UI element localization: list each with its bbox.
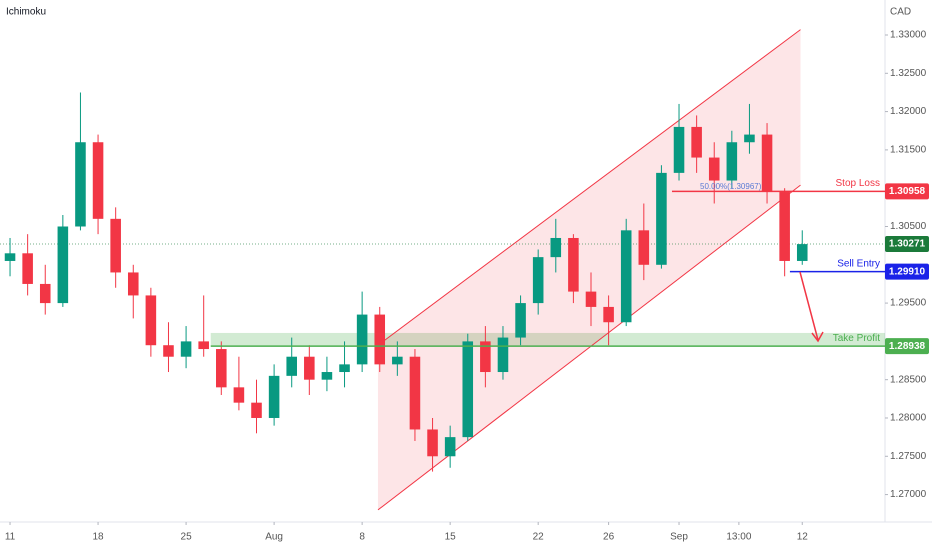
candle-body <box>286 356 297 376</box>
level-tag <box>885 338 929 355</box>
y-tick-label: 1.31500 <box>890 145 927 156</box>
candle-body <box>22 253 33 284</box>
candle-body <box>233 387 245 403</box>
level-name: Take Profit <box>833 333 880 344</box>
candle-body <box>796 244 808 261</box>
candle-body <box>620 230 632 323</box>
candle-body <box>726 142 738 181</box>
candle-body <box>462 341 474 438</box>
candle-body <box>480 341 491 373</box>
indicator-title: Ichimoku <box>6 7 46 18</box>
candle-body <box>779 192 790 261</box>
candle-body <box>585 291 597 307</box>
candle-body <box>744 134 755 143</box>
x-tick-label: 15 <box>445 532 457 543</box>
candle-body <box>216 349 227 388</box>
y-tick-label: 1.28000 <box>890 413 927 424</box>
y-tick-label: 1.27500 <box>890 451 927 462</box>
candle-body <box>39 283 51 304</box>
candle-body <box>656 172 667 265</box>
x-tick-label: 13:00 <box>726 532 751 543</box>
candle-body <box>427 429 438 457</box>
candle-body <box>392 356 403 365</box>
candle-body <box>198 341 209 350</box>
current-price-tag <box>885 236 929 253</box>
candle-body <box>409 356 421 430</box>
candle-body <box>515 303 526 338</box>
level-tag-label: 1.29910 <box>889 266 926 277</box>
candle-body <box>761 134 773 193</box>
candle-body <box>356 314 368 365</box>
y-tick-label: 1.28500 <box>890 374 927 385</box>
level-tag-label: 1.30958 <box>889 186 926 197</box>
candle-body <box>110 218 121 273</box>
candle-body <box>374 314 386 365</box>
candle-body <box>532 257 544 304</box>
fib-label: 50.00%(1.30967) <box>700 182 762 191</box>
y-tick-label: 1.32000 <box>890 106 927 117</box>
arrow <box>799 271 819 341</box>
level-name: Sell Entry <box>837 258 880 269</box>
currency: CAD <box>890 7 911 18</box>
plot: Stop Loss Sell Entry Take Profit <box>0 29 885 511</box>
level-tag-label: 1.28938 <box>889 341 926 352</box>
x-tick-label: 11 <box>5 532 16 543</box>
candle-body <box>708 157 720 181</box>
candle-body <box>673 126 685 173</box>
y-tick-label: 1.27000 <box>890 489 927 500</box>
candle-body <box>4 253 16 261</box>
candle-body <box>497 337 509 373</box>
arrow-head <box>811 331 824 343</box>
level-name: Stop Loss <box>836 178 880 189</box>
y-tick-label: 1.30500 <box>890 221 927 232</box>
x-tick-label: 18 <box>92 532 104 543</box>
x-tick-label: 12 <box>797 532 809 543</box>
x-tick-label: 26 <box>603 532 615 543</box>
candle-body <box>691 126 702 158</box>
x-tick-label: 25 <box>181 532 193 543</box>
candle-body <box>127 272 139 296</box>
candle-body <box>638 230 650 265</box>
x-tick-label: 22 <box>533 532 545 543</box>
candle-body <box>92 142 104 219</box>
current-price-tag-label: 1.30271 <box>889 239 926 250</box>
candle-body <box>180 341 192 357</box>
candle-body <box>339 364 350 373</box>
candle-body <box>568 237 579 292</box>
candle-body <box>251 402 262 418</box>
candle-body <box>550 237 562 258</box>
x-tick-label: Aug <box>265 532 283 543</box>
y-tick-label: 1.33000 <box>890 30 927 41</box>
channel-line <box>377 29 801 346</box>
candle-body <box>163 345 174 357</box>
candle-body <box>75 142 86 227</box>
x-tick-label: Sep <box>670 532 688 543</box>
candle-body <box>268 375 280 418</box>
y-tick-label: 1.32500 <box>890 68 927 79</box>
level-tag <box>885 263 929 280</box>
candle-body <box>145 295 157 346</box>
candle-body <box>304 356 315 380</box>
x-tick-label: 8 <box>359 532 365 543</box>
candle-body <box>321 372 333 380</box>
candle-body <box>444 437 456 457</box>
level-tag <box>885 183 929 200</box>
candle-body <box>57 226 69 304</box>
y-tick-label: 1.29500 <box>890 298 927 309</box>
candle-body <box>603 306 614 323</box>
